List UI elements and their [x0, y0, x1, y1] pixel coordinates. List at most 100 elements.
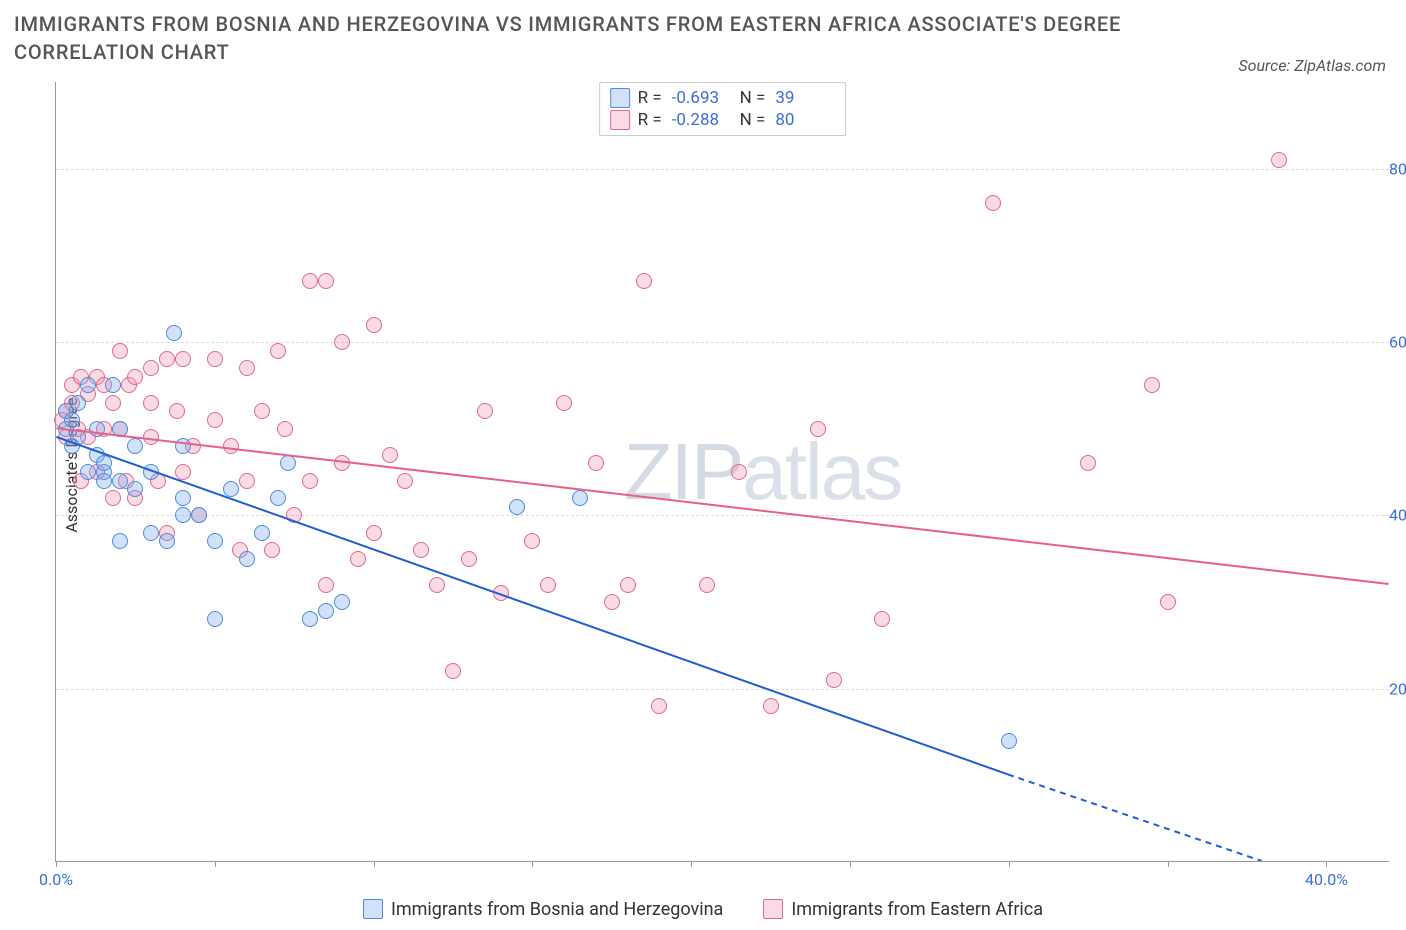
- scatter-point-bosnia: [254, 525, 270, 541]
- scatter-point-eafrica: [105, 395, 121, 411]
- scatter-point-eafrica: [239, 473, 255, 489]
- stat-r-value: -0.693: [672, 87, 732, 109]
- y-tick-label: 60.0%: [1389, 333, 1406, 352]
- scatter-point-eafrica: [413, 542, 429, 558]
- scatter-point-bosnia: [112, 473, 128, 489]
- scatter-point-eafrica: [127, 369, 143, 385]
- chart-container: IMMIGRANTS FROM BOSNIA AND HERZEGOVINA V…: [0, 0, 1406, 930]
- scatter-point-bosnia: [89, 421, 105, 437]
- x-tick-mark: [850, 861, 851, 867]
- scatter-point-eafrica: [264, 542, 280, 558]
- x-tick-mark: [691, 861, 692, 867]
- scatter-point-eafrica: [334, 334, 350, 350]
- trendline-bosnia: [56, 437, 1008, 775]
- scatter-point-bosnia: [96, 455, 112, 471]
- scatter-point-eafrica: [105, 490, 121, 506]
- scatter-point-bosnia: [112, 421, 128, 437]
- legend-label: Immigrants from Eastern Africa: [791, 899, 1043, 920]
- scatter-point-bosnia: [80, 464, 96, 480]
- stat-n-label: N =: [740, 87, 766, 109]
- scatter-point-bosnia: [112, 533, 128, 549]
- scatter-point-eafrica: [318, 273, 334, 289]
- scatter-point-eafrica: [366, 317, 382, 333]
- scatter-point-eafrica: [207, 351, 223, 367]
- scatter-point-bosnia: [143, 464, 159, 480]
- scatter-point-bosnia: [127, 438, 143, 454]
- scatter-point-eafrica: [636, 273, 652, 289]
- x-tick-mark: [532, 861, 533, 867]
- scatter-point-bosnia: [270, 490, 286, 506]
- scatter-point-bosnia: [302, 611, 318, 627]
- gridline: [56, 689, 1389, 690]
- scatter-point-bosnia: [280, 455, 296, 471]
- scatter-point-eafrica: [651, 698, 667, 714]
- scatter-point-bosnia: [175, 507, 191, 523]
- scatter-point-eafrica: [1271, 152, 1287, 168]
- scatter-point-eafrica: [620, 577, 636, 593]
- y-tick-label: 80.0%: [1389, 159, 1406, 178]
- scatter-point-eafrica: [366, 525, 382, 541]
- stat-r-label: R =: [638, 87, 662, 109]
- scatter-point-bosnia: [143, 525, 159, 541]
- chart-title: IMMIGRANTS FROM BOSNIA AND HERZEGOVINA V…: [14, 10, 1214, 66]
- scatter-point-bosnia: [334, 594, 350, 610]
- scatter-point-eafrica: [699, 577, 715, 593]
- scatter-point-eafrica: [397, 473, 413, 489]
- scatter-point-eafrica: [143, 360, 159, 376]
- trend-lines: [56, 82, 1389, 861]
- scatter-point-bosnia: [207, 611, 223, 627]
- swatch-eafrica: [610, 110, 630, 130]
- scatter-point-eafrica: [493, 585, 509, 601]
- x-tick-label: 40.0%: [1305, 870, 1348, 889]
- x-tick-mark: [56, 861, 57, 867]
- scatter-point-bosnia: [96, 473, 112, 489]
- y-tick-label: 20.0%: [1389, 679, 1406, 698]
- x-tick-mark: [1009, 861, 1010, 867]
- stat-r-label: R =: [638, 109, 662, 131]
- y-tick-label: 40.0%: [1389, 506, 1406, 525]
- gridline: [56, 342, 1389, 343]
- scatter-point-bosnia: [70, 429, 86, 445]
- scatter-point-eafrica: [277, 421, 293, 437]
- scatter-point-eafrica: [1080, 455, 1096, 471]
- scatter-point-eafrica: [810, 421, 826, 437]
- scatter-point-eafrica: [159, 351, 175, 367]
- stat-n-label: N =: [740, 109, 766, 131]
- stat-r-value: -0.288: [672, 109, 732, 131]
- scatter-point-eafrica: [1160, 594, 1176, 610]
- scatter-point-eafrica: [223, 438, 239, 454]
- x-tick-mark: [1168, 861, 1169, 867]
- watermark: ZIPatlas: [624, 426, 901, 518]
- scatter-point-bosnia: [127, 481, 143, 497]
- scatter-point-bosnia: [509, 499, 525, 515]
- scatter-point-eafrica: [604, 594, 620, 610]
- scatter-point-eafrica: [985, 195, 1001, 211]
- source-attribution: Source: ZipAtlas.com: [1238, 56, 1386, 75]
- stats-row-eafrica: R =-0.288N =80: [610, 109, 836, 131]
- scatter-point-eafrica: [207, 412, 223, 428]
- scatter-point-bosnia: [239, 551, 255, 567]
- gridline: [56, 515, 1389, 516]
- scatter-point-eafrica: [175, 464, 191, 480]
- gridline: [56, 169, 1389, 170]
- x-tick-mark: [215, 861, 216, 867]
- scatter-point-eafrica: [270, 343, 286, 359]
- scatter-point-eafrica: [334, 455, 350, 471]
- scatter-point-eafrica: [143, 395, 159, 411]
- legend-item-bosnia: Immigrants from Bosnia and Herzegovina: [363, 899, 723, 920]
- scatter-point-eafrica: [524, 533, 540, 549]
- swatch-eafrica: [763, 899, 783, 919]
- series-legend: Immigrants from Bosnia and Herzegovina Im…: [0, 899, 1406, 925]
- scatter-point-eafrica: [874, 611, 890, 627]
- scatter-point-eafrica: [1144, 377, 1160, 393]
- legend-item-eafrica: Immigrants from Eastern Africa: [763, 899, 1043, 920]
- scatter-point-bosnia: [166, 325, 182, 341]
- x-tick-mark: [374, 861, 375, 867]
- scatter-point-eafrica: [302, 473, 318, 489]
- scatter-point-bosnia: [159, 533, 175, 549]
- x-tick-mark: [1326, 861, 1327, 867]
- scatter-point-bosnia: [80, 377, 96, 393]
- scatter-point-eafrica: [169, 403, 185, 419]
- scatter-point-eafrica: [318, 577, 334, 593]
- scatter-point-bosnia: [223, 481, 239, 497]
